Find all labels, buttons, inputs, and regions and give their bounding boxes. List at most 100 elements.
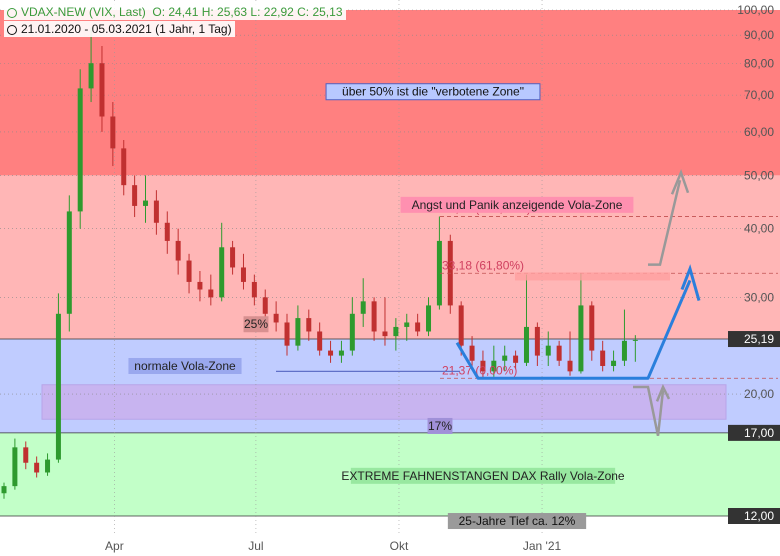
vola-zones bbox=[0, 10, 780, 516]
candle-body bbox=[589, 305, 595, 351]
candle-body bbox=[556, 345, 562, 361]
candle-body bbox=[632, 339, 638, 341]
y-tick-label: 50,00 bbox=[744, 168, 774, 182]
candle-body bbox=[251, 281, 257, 298]
candle-body bbox=[338, 350, 344, 356]
candle-body bbox=[404, 322, 410, 327]
gray-down-arrow-head bbox=[655, 384, 671, 402]
candle-body bbox=[328, 350, 334, 356]
price-tag-bg bbox=[728, 508, 780, 524]
candle-body bbox=[436, 240, 442, 306]
candle-body bbox=[600, 350, 606, 366]
candle-body bbox=[426, 305, 432, 332]
candle-body bbox=[153, 200, 159, 223]
candle-body bbox=[197, 281, 203, 290]
x-tick-label: Okt bbox=[390, 539, 409, 553]
candle-body bbox=[567, 360, 573, 372]
y-tick-label: 60,00 bbox=[744, 125, 774, 139]
x-tick-label: Jan '21 bbox=[523, 539, 562, 553]
candle-body bbox=[284, 322, 290, 346]
zone-label-extreme: EXTREME FAHNENSTANGEN DAX Rally Vola-Zon… bbox=[341, 469, 625, 483]
percent-label-12: 25-Jahre Tief ca. 12% bbox=[459, 514, 576, 528]
candle-body bbox=[143, 200, 149, 206]
blue-projection-arrow bbox=[455, 279, 692, 380]
candle-body bbox=[621, 340, 627, 361]
price-tag: 12,00 bbox=[744, 509, 774, 523]
candle-body bbox=[295, 318, 301, 346]
candle-body bbox=[164, 222, 170, 241]
candle-body bbox=[219, 247, 225, 298]
candle-body bbox=[55, 313, 61, 460]
x-tick-label: Apr bbox=[105, 539, 124, 553]
candle-body bbox=[121, 148, 127, 186]
candle-body bbox=[349, 313, 355, 351]
y-tick-label: 40,00 bbox=[744, 222, 774, 236]
candle-body bbox=[393, 326, 399, 337]
zone-purple-band bbox=[41, 384, 727, 420]
candle-body bbox=[534, 326, 540, 356]
candle-body bbox=[317, 331, 323, 351]
zone-label-forbidden-bg bbox=[325, 83, 541, 101]
gray-up-arrow-head bbox=[670, 169, 690, 195]
price-tag: 17,00 bbox=[744, 426, 774, 440]
candle-body bbox=[545, 345, 551, 356]
candle-body bbox=[371, 301, 377, 332]
candle-body bbox=[578, 305, 584, 372]
x-tick-label: Jul bbox=[248, 539, 263, 553]
zone-label-panic-bg bbox=[400, 196, 634, 213]
candle-body bbox=[360, 301, 366, 314]
range-header: 21.01.2020 - 05.03.2021 (1 Jahr, 1 Tag) bbox=[4, 21, 235, 37]
percent-label-12-bg bbox=[447, 513, 587, 530]
resistance-band bbox=[515, 272, 670, 281]
candle-body bbox=[480, 360, 486, 372]
candle-body bbox=[132, 185, 138, 206]
candle-body bbox=[66, 211, 72, 314]
instrument-header: VDAX-NEW (VIX, Last) O: 24,41 H: 25,63 L… bbox=[4, 4, 346, 20]
clock-icon bbox=[7, 24, 17, 35]
y-tick-label: 70,00 bbox=[744, 88, 774, 102]
candle-body bbox=[34, 462, 40, 473]
candle-body bbox=[186, 260, 192, 282]
gray-up-arrow bbox=[648, 179, 682, 266]
candle-body bbox=[382, 331, 388, 337]
candle-body bbox=[306, 318, 312, 332]
y-tick-label: 80,00 bbox=[744, 56, 774, 70]
y-tick-label: 20,00 bbox=[744, 387, 774, 401]
zone-label-extreme-bg bbox=[350, 467, 616, 484]
zone-label-panic: Angst und Panik anzeigende Vola-Zone bbox=[412, 198, 623, 212]
y-tick-label: 100,00 bbox=[737, 3, 774, 17]
candle-body bbox=[502, 355, 508, 361]
candle-body bbox=[262, 297, 268, 314]
candle-body bbox=[208, 289, 214, 298]
candle-body bbox=[88, 63, 94, 89]
candle-body bbox=[23, 447, 29, 463]
instrument-name: VDAX-NEW (VIX, Last) bbox=[21, 5, 146, 19]
candle-body bbox=[240, 267, 246, 282]
percent-label-25-bg bbox=[243, 316, 269, 333]
candle-body bbox=[273, 313, 279, 323]
candle-body bbox=[469, 345, 475, 361]
ohlc-values: O: 24,41 H: 25,63 L: 22,92 C: 25,13 bbox=[152, 5, 343, 19]
axes: Apr Jul Okt Jan '21 100,00 90,00 80,00 70,00 60,… bbox=[105, 3, 774, 553]
candle-body bbox=[77, 88, 83, 212]
circle-icon bbox=[7, 7, 17, 18]
candle-body bbox=[45, 459, 51, 473]
zone-panic bbox=[0, 175, 780, 340]
candle-body bbox=[513, 355, 519, 363]
price-tag: 25,19 bbox=[744, 332, 774, 346]
candlesticks bbox=[1, 27, 638, 499]
price-tag-bg bbox=[728, 424, 780, 441]
date-range: 21.01.2020 - 05.03.2021 (1 Jahr, 1 Tag) bbox=[21, 22, 232, 36]
zone-label-normal-bg bbox=[128, 357, 242, 374]
candle-body bbox=[175, 240, 181, 261]
fib-label: 21,37 (0,00%) bbox=[442, 363, 517, 377]
blue-arrow-head bbox=[680, 264, 701, 301]
candle-body bbox=[458, 305, 464, 346]
gray-down-arrow bbox=[633, 385, 665, 436]
price-tag-bg bbox=[728, 331, 780, 348]
candle-body bbox=[110, 116, 116, 149]
annotations: 42,10 (100,00%)33,18 (61,80%)21,37 (0,00… bbox=[128, 83, 780, 530]
percent-label-17-bg bbox=[427, 417, 453, 434]
candle-body bbox=[523, 326, 529, 363]
